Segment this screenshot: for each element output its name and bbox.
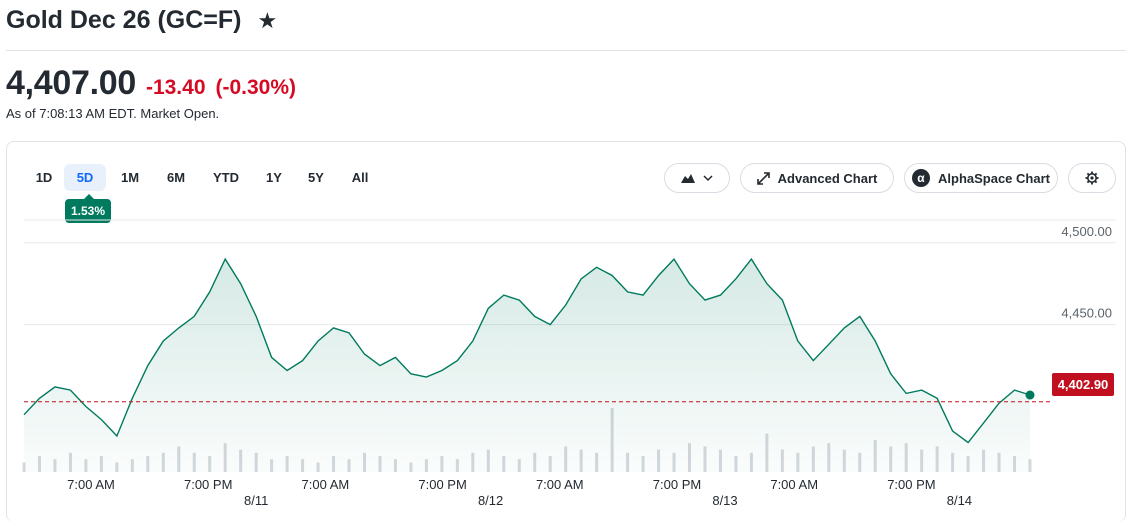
range-all[interactable]: All — [351, 170, 369, 185]
title-row: Gold Dec 26 (GC=F) ★ — [6, 6, 277, 35]
range-5y[interactable]: 5Y — [308, 170, 324, 185]
range-selector: 1D 5D 1M 6M YTD 1Y 5Y All — [24, 164, 382, 191]
price-line — [23, 257, 1031, 444]
price-change: -13.40 — [145, 76, 206, 99]
chart-type-button[interactable] — [664, 163, 730, 193]
page-title: Gold Dec 26 (GC=F) — [6, 6, 242, 34]
range-change-badge: 1.53% — [65, 194, 111, 223]
advanced-chart-label: Advanced Chart — [777, 170, 878, 186]
gear-icon — [1085, 171, 1099, 185]
range-1y[interactable]: 1Y — [266, 170, 282, 185]
header-divider — [6, 50, 1126, 51]
alphaspace-chart-label: AlphaSpace Chart — [938, 170, 1050, 186]
x-tick-label: 7:00 AM — [770, 477, 818, 492]
range-1d[interactable]: 1D — [35, 170, 53, 185]
y-tick-label: 4,500.00 — [1061, 224, 1112, 239]
x-date-label: 8/12 — [478, 493, 503, 508]
price-area — [24, 259, 1030, 472]
x-tick-label: 7:00 PM — [887, 477, 935, 492]
x-tick-label: 7:00 AM — [67, 477, 115, 492]
mountain-chart-icon — [681, 174, 695, 183]
price-change-percent: (-0.30%) — [215, 76, 297, 99]
range-5d[interactable]: 5D — [64, 164, 106, 191]
x-date-label: 8/14 — [947, 493, 972, 508]
last-price-dot — [1025, 390, 1035, 400]
range-1m[interactable]: 1M — [120, 170, 140, 185]
x-tick-label: 7:00 AM — [536, 477, 584, 492]
x-tick-label: 7:00 PM — [653, 477, 701, 492]
y-tick-label: 4,450.00 — [1061, 306, 1112, 321]
x-date-label: 8/11 — [244, 493, 268, 508]
expand-icon — [756, 171, 770, 185]
x-tick-label: 7:00 PM — [418, 477, 466, 492]
price-row: 4,407.00 -13.40 (-0.30%) — [6, 64, 296, 103]
alphaspace-chart-button[interactable]: α AlphaSpace Chart — [904, 163, 1058, 193]
x-tick-label: 7:00 AM — [302, 477, 350, 492]
x-tick-label: 7:00 PM — [184, 477, 232, 492]
range-ytd[interactable]: YTD — [213, 170, 239, 185]
current-price: 4,407.00 — [6, 64, 136, 102]
star-icon[interactable]: ★ — [257, 7, 278, 33]
range-6m[interactable]: 6M — [166, 170, 186, 185]
x-date-label: 8/13 — [712, 493, 737, 508]
alpha-icon: α — [912, 169, 930, 187]
advanced-chart-button[interactable]: Advanced Chart — [740, 163, 894, 193]
as-of-timestamp: As of 7:08:13 AM EDT. Market Open. — [6, 106, 220, 121]
chevron-down-icon — [703, 175, 713, 182]
reference-price-tag: 4,402.90 — [1052, 373, 1114, 396]
settings-button[interactable] — [1068, 163, 1116, 193]
